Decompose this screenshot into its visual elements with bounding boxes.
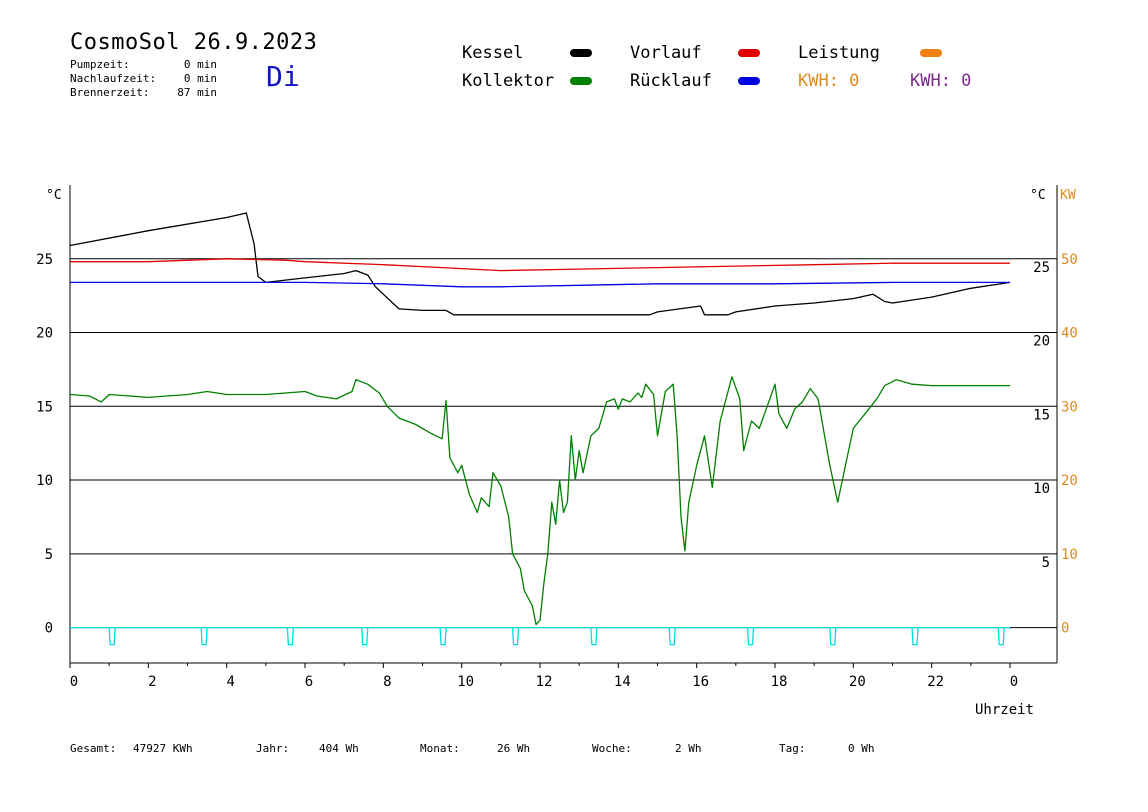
stat-value: 0 min xyxy=(183,58,217,71)
leistung-pulse xyxy=(590,627,598,646)
total-value: 26 Wh xyxy=(497,742,531,755)
chart-title: CosmoSol 26.9.2023 xyxy=(70,30,318,55)
leistung-pulse xyxy=(439,627,447,646)
leistung-pulse xyxy=(361,627,369,646)
legend-kessel-swatch xyxy=(570,49,592,57)
x-tick-label: 16 xyxy=(692,674,709,690)
total-label: Gesamt: xyxy=(70,742,117,755)
x-tick-label: 12 xyxy=(536,674,553,690)
stat-label: Nachlaufzeit: xyxy=(70,72,157,85)
legend-vorlauf-swatch xyxy=(738,49,760,57)
legend-kollektor-swatch xyxy=(570,77,592,85)
x-tick-label: 10 xyxy=(457,674,474,690)
y-tick-label-right-power: 10 xyxy=(1061,547,1078,563)
leistung-pulse xyxy=(911,627,919,646)
y-tick-label-right-power: 40 xyxy=(1061,326,1078,342)
legend-leistung-swatch xyxy=(920,49,942,57)
y-tick-label-left: 0 xyxy=(45,621,53,637)
leistung-pulse xyxy=(108,627,116,646)
stat-label: Brennerzeit: xyxy=(70,86,150,99)
y-unit-left: °C xyxy=(46,188,62,203)
y-tick-label-left: 25 xyxy=(36,252,53,268)
y-tick-label-left: 5 xyxy=(45,547,53,563)
x-tick-label: 8 xyxy=(383,674,391,690)
total-value: 2 Wh xyxy=(675,742,702,755)
y-tick-label-right-temp: 10 xyxy=(1033,481,1050,497)
x-tick-label: 2 xyxy=(148,674,156,690)
legend-ruecklauf-swatch xyxy=(738,77,760,85)
weekday-label: Di xyxy=(266,60,300,93)
y-tick-label-left: 10 xyxy=(36,473,53,489)
y-tick-label-left: 15 xyxy=(36,399,53,415)
total-label: Woche: xyxy=(592,742,632,755)
y-tick-label-right-temp: 25 xyxy=(1033,260,1050,276)
y-tick-label-right-temp: 20 xyxy=(1033,334,1050,350)
leistung-pulse xyxy=(511,627,520,646)
legend-leistung-label: Leistung xyxy=(798,43,880,63)
x-tick-label: 4 xyxy=(226,674,234,690)
y-unit-right-power: KW xyxy=(1060,188,1076,203)
y-tick-label-right-temp: 15 xyxy=(1033,407,1050,423)
x-tick-label: 20 xyxy=(849,674,866,690)
y-tick-label-right-power: 50 xyxy=(1061,252,1078,268)
y-tick-label-right-power: 20 xyxy=(1061,473,1078,489)
stat-value: 87 min xyxy=(177,86,217,99)
legend-kessel-label: Kessel xyxy=(462,43,524,63)
legend-vorlauf-label: Vorlauf xyxy=(630,43,702,63)
x-tick-label: 0 xyxy=(70,674,78,690)
series-ruecklauf xyxy=(70,281,1010,288)
legend-kollektor-label: Kollektor xyxy=(462,71,555,91)
leistung-pulse xyxy=(286,627,294,646)
total-label: Jahr: xyxy=(256,742,290,755)
x-tick-label: 6 xyxy=(305,674,313,690)
x-tick-label: 14 xyxy=(614,674,631,690)
stat-value: 0 min xyxy=(183,72,217,85)
x-tick-label: 0 xyxy=(1010,674,1018,690)
legend-ruecklauf-label: Rücklauf xyxy=(630,71,712,91)
leistung-pulse xyxy=(668,627,676,646)
leistung-pulse xyxy=(829,627,837,646)
stat-label: Pumpzeit: xyxy=(70,58,130,71)
series-kollektor xyxy=(69,376,1010,626)
total-value: 0 Wh xyxy=(848,742,875,755)
x-tick-label: 22 xyxy=(927,674,944,690)
series-kessel xyxy=(69,212,1011,316)
kwh-purple-readout: KWH: 0 xyxy=(910,71,972,91)
y-tick-label-right-temp: 5 xyxy=(1042,555,1050,571)
x-tick-label: 18 xyxy=(771,674,788,690)
y-unit-right-temp: °C xyxy=(1030,188,1046,203)
total-value: 47927 KWh xyxy=(133,742,193,755)
y-tick-label-right-power: 30 xyxy=(1061,399,1078,415)
kwh-orange-readout: KWH: 0 xyxy=(798,71,860,91)
x-axis-label: Uhrzeit xyxy=(975,702,1034,718)
total-label: Monat: xyxy=(420,742,460,755)
total-label: Tag: xyxy=(779,742,806,755)
y-tick-label-right-power: 0 xyxy=(1061,621,1069,637)
total-value: 404 Wh xyxy=(319,742,359,755)
leistung-pulse xyxy=(746,627,755,646)
series-vorlauf xyxy=(70,258,1010,272)
leistung-pulse xyxy=(200,627,208,646)
y-tick-label-left: 20 xyxy=(36,326,53,342)
leistung-pulse xyxy=(997,627,1005,646)
